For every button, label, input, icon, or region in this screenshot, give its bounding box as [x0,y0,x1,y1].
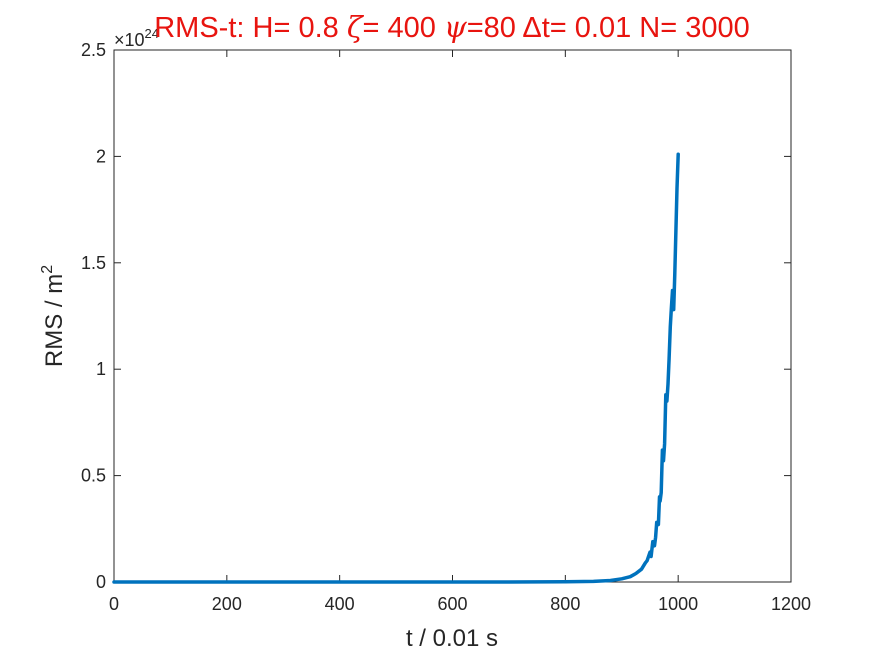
y-tick-label: 2.5 [81,40,106,60]
x-tick-label: 600 [437,594,467,614]
y-tick-label: 1 [96,359,106,379]
x-tick-label: 1000 [658,594,698,614]
series-line [112,152,680,584]
x-tick-label: 1200 [771,594,811,614]
title-zeta-text: = 400 [363,12,444,44]
title-psi-symbol: ψ [444,10,467,44]
axis-ticks: 0 200 400 600 800 1000 1200 0 0.5 1 1.5 2 2.5 [81,40,811,614]
x-tick-label: 400 [325,594,355,614]
title-rest: t= 0.01 N= 3000 [542,12,750,44]
x-tick-label: 800 [550,594,580,614]
title-prefix: RMS-t: H= 0.8 [154,12,347,44]
y-exponent-label: ×1024 [114,26,159,50]
y-axis-label-superscript: 2 [39,265,56,274]
y-tick-label: 2 [96,146,106,166]
title-delta-symbol: Δ [522,12,541,44]
x-tick-label: 200 [212,594,242,614]
chart-title: RMS-t: H= 0.8 ζ= 400 ψ=80 Δt= 0.01 N= 30… [154,10,750,44]
y-exponent-base: ×10 [114,30,145,50]
y-tick-label: 0 [96,572,106,592]
y-tick-label: 0.5 [81,466,106,486]
x-tick-label: 0 [109,594,119,614]
y-axis-label-main: RMS / m [41,274,68,367]
plot-area [113,49,792,583]
title-psi-text: =80 [467,12,523,44]
y-exponent-power: 24 [145,26,159,41]
y-axis-label: RMS / m2 [39,265,68,367]
y-tick-label: 1.5 [81,253,106,273]
title-zeta-symbol: ζ [347,10,365,44]
x-axis-label: t / 0.01 s [406,625,498,652]
